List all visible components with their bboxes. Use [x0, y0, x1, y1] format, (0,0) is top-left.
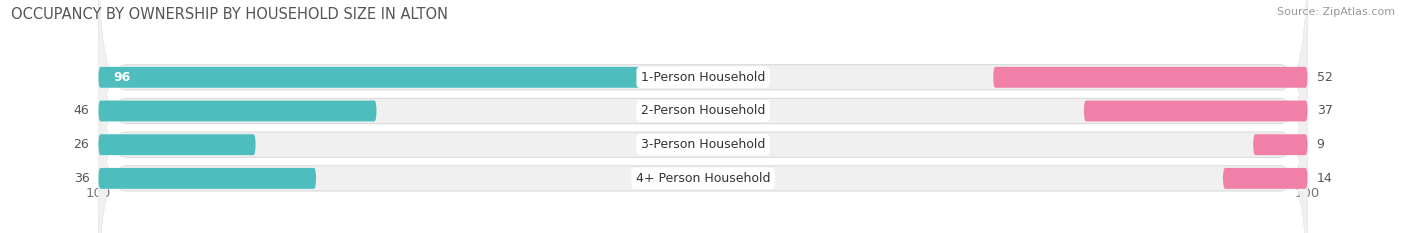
Text: 37: 37: [1316, 104, 1333, 117]
Text: 2-Person Household: 2-Person Household: [641, 104, 765, 117]
Text: 1-Person Household: 1-Person Household: [641, 71, 765, 84]
FancyBboxPatch shape: [98, 6, 1308, 233]
FancyBboxPatch shape: [98, 67, 679, 88]
FancyBboxPatch shape: [1084, 101, 1308, 121]
Text: 9: 9: [1316, 138, 1324, 151]
FancyBboxPatch shape: [98, 0, 1308, 233]
Legend: Owner-occupied, Renter-occupied: Owner-occupied, Renter-occupied: [568, 229, 838, 233]
FancyBboxPatch shape: [98, 0, 1308, 216]
Text: 14: 14: [1316, 172, 1333, 185]
Text: 96: 96: [114, 71, 131, 84]
FancyBboxPatch shape: [1253, 134, 1308, 155]
Text: 4+ Person Household: 4+ Person Household: [636, 172, 770, 185]
FancyBboxPatch shape: [1223, 168, 1308, 189]
Text: 3-Person Household: 3-Person Household: [641, 138, 765, 151]
FancyBboxPatch shape: [98, 168, 316, 189]
Text: 26: 26: [73, 138, 90, 151]
FancyBboxPatch shape: [98, 101, 377, 121]
Text: 46: 46: [73, 104, 90, 117]
FancyBboxPatch shape: [98, 0, 1308, 210]
FancyBboxPatch shape: [98, 40, 1308, 233]
Text: 52: 52: [1316, 71, 1333, 84]
Text: 36: 36: [73, 172, 90, 185]
FancyBboxPatch shape: [98, 134, 256, 155]
FancyBboxPatch shape: [98, 46, 1308, 233]
FancyBboxPatch shape: [98, 12, 1308, 233]
FancyBboxPatch shape: [993, 67, 1308, 88]
Text: OCCUPANCY BY OWNERSHIP BY HOUSEHOLD SIZE IN ALTON: OCCUPANCY BY OWNERSHIP BY HOUSEHOLD SIZE…: [11, 7, 449, 22]
Text: Source: ZipAtlas.com: Source: ZipAtlas.com: [1277, 7, 1395, 17]
FancyBboxPatch shape: [98, 0, 1308, 233]
